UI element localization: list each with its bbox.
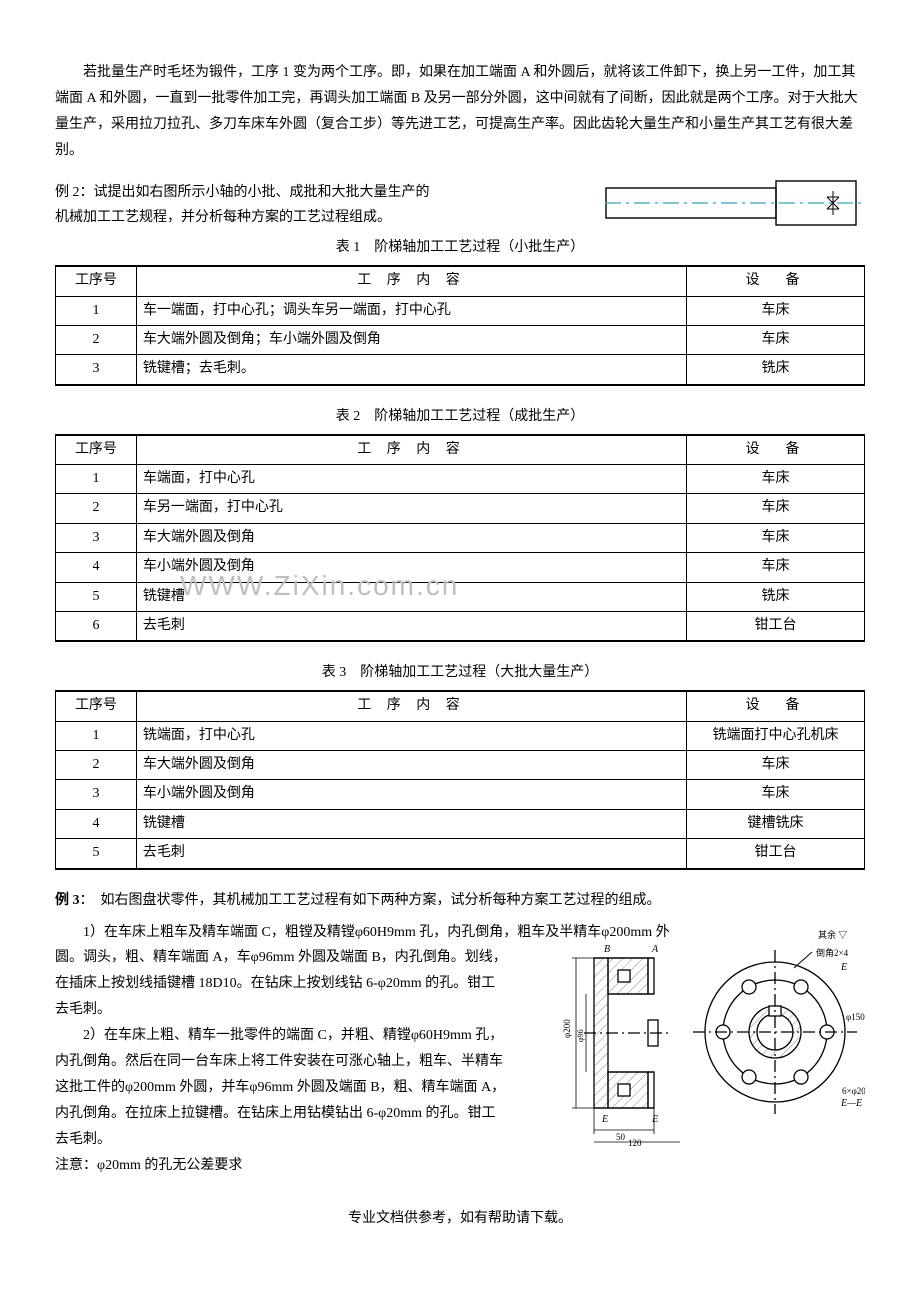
table-row: 2车大端外圆及倒角；车小端外圆及倒角车床 xyxy=(56,326,865,355)
svg-text:A: A xyxy=(651,944,659,955)
cell-content: 车大端外圆及倒角 xyxy=(136,751,686,780)
table-row: 3车小端外圆及倒角车床 xyxy=(56,780,865,809)
cell-equip: 车床 xyxy=(687,494,865,523)
table-row: 5铣键槽铣床 xyxy=(56,582,865,611)
shaft-figure xyxy=(605,180,865,226)
th-num: 工序号 xyxy=(56,266,137,296)
cell-content: 铣键槽 xyxy=(136,582,686,611)
table-row: 1铣端面，打中心孔铣端面打中心孔机床 xyxy=(56,721,865,750)
cell-num: 3 xyxy=(56,355,137,385)
cell-equip: 车床 xyxy=(687,523,865,552)
cell-num: 1 xyxy=(56,721,137,750)
table-row: 2车另一端面，打中心孔车床 xyxy=(56,494,865,523)
table-row: 1车端面，打中心孔车床 xyxy=(56,465,865,494)
cell-num: 4 xyxy=(56,553,137,582)
ex3-heading: 例 3： 如右图盘状零件，其机械加工工艺过程有如下两种方案，试分析每种方案工艺过… xyxy=(55,888,865,914)
cell-num: 6 xyxy=(56,612,137,642)
cell-equip: 钳工台 xyxy=(687,839,865,869)
cell-equip: 钳工台 xyxy=(687,612,865,642)
table-row: 5去毛刺钳工台 xyxy=(56,839,865,869)
cell-equip: 车床 xyxy=(687,326,865,355)
footer: 专业文档供参考，如有帮助请下载。 xyxy=(55,1206,865,1232)
ex3-after: ： 如右图盘状零件，其机械加工工艺过程有如下两种方案，试分析每种方案工艺过程的组… xyxy=(80,893,661,908)
cell-content: 去毛刺 xyxy=(136,612,686,642)
svg-text:φ150: φ150 xyxy=(846,1012,865,1022)
cell-num: 2 xyxy=(56,751,137,780)
cell-content: 车小端外圆及倒角 xyxy=(136,780,686,809)
table2: 工序号 工 序 内 容 设 备 1车端面，打中心孔车床2车另一端面，打中心孔车床… xyxy=(55,434,865,643)
cell-num: 4 xyxy=(56,809,137,838)
ex2-line1: 例 2：试提出如右图所示小轴的小批、成批和大批大量生产的 xyxy=(55,180,595,206)
table3: 工序号 工 序 内 容 设 备 1铣端面，打中心孔铣端面打中心孔机床2车大端外圆… xyxy=(55,690,865,869)
cell-num: 1 xyxy=(56,465,137,494)
svg-text:E: E xyxy=(601,1114,608,1125)
cell-num: 3 xyxy=(56,523,137,552)
cell-content: 车一端面，打中心孔；调头车另一端面，打中心孔 xyxy=(136,296,686,325)
cell-equip: 铣床 xyxy=(687,582,865,611)
cell-content: 车大端外圆及倒角 xyxy=(136,523,686,552)
ex3-p2: 2）在车床上粗、精车一批零件的端面 C，并粗、精镗φ60H9mm 孔，内孔倒角。… xyxy=(55,1023,509,1152)
cell-num: 5 xyxy=(56,839,137,869)
table-row: 3铣键槽；去毛刺。铣床 xyxy=(56,355,865,385)
svg-text:φ96: φ96 xyxy=(576,1029,585,1042)
th-num: 工序号 xyxy=(56,691,137,721)
th-num: 工序号 xyxy=(56,435,137,465)
cell-equip: 车床 xyxy=(687,465,865,494)
table1-caption: 表 1 阶梯轴加工工艺过程（小批生产） xyxy=(55,235,865,261)
svg-text:50: 50 xyxy=(616,1132,626,1142)
th-content: 工 序 内 容 xyxy=(136,435,686,465)
table2-caption: 表 2 阶梯轴加工工艺过程（成批生产） xyxy=(55,404,865,430)
svg-text:E: E xyxy=(651,1114,658,1125)
table3-caption: 表 3 阶梯轴加工工艺过程（大批大量生产） xyxy=(55,660,865,686)
cell-content: 车小端外圆及倒角 xyxy=(136,553,686,582)
svg-text:φ200: φ200 xyxy=(562,1018,572,1037)
cell-equip: 车床 xyxy=(687,553,865,582)
th-equip: 设 备 xyxy=(687,691,865,721)
cell-num: 2 xyxy=(56,326,137,355)
cell-content: 铣键槽；去毛刺。 xyxy=(136,355,686,385)
intro-paragraph: 若批量生产时毛坯为锻件，工序 1 变为两个工序。即，如果在加工端面 A 和外圆后… xyxy=(55,60,865,164)
cell-num: 2 xyxy=(56,494,137,523)
ex3-p1b: 圆。调头，粗、精车端面 A，车φ96mm 外圆及端面 B，内孔倒角。划线，在插床… xyxy=(55,945,509,1023)
table-row: 3车大端外圆及倒角车床 xyxy=(56,523,865,552)
cell-equip: 车床 xyxy=(687,296,865,325)
table-row: 1车一端面，打中心孔；调头车另一端面，打中心孔车床 xyxy=(56,296,865,325)
cell-content: 铣键槽 xyxy=(136,809,686,838)
svg-text:E—E: E—E xyxy=(840,1098,862,1109)
svg-text:倒角2×4: 倒角2×4 xyxy=(816,947,849,958)
cell-content: 车端面，打中心孔 xyxy=(136,465,686,494)
table1: 工序号 工 序 内 容 设 备 1车一端面，打中心孔；调头车另一端面，打中心孔车… xyxy=(55,265,865,386)
cell-num: 3 xyxy=(56,780,137,809)
svg-text:其余 ▽: 其余 ▽ xyxy=(818,929,847,940)
svg-text:B: B xyxy=(604,944,610,955)
th-content: 工 序 内 容 xyxy=(136,266,686,296)
flange-figure: φ200 φ96 B A E E 50 120 xyxy=(560,922,865,1147)
cell-content: 去毛刺 xyxy=(136,839,686,869)
ex3-note: 注意：φ20mm 的孔无公差要求 xyxy=(55,1153,509,1179)
svg-text:6×φ20: 6×φ20 xyxy=(842,1086,865,1096)
svg-text:120: 120 xyxy=(628,1138,642,1147)
th-equip: 设 备 xyxy=(687,266,865,296)
cell-content: 铣端面，打中心孔 xyxy=(136,721,686,750)
cell-content: 车另一端面，打中心孔 xyxy=(136,494,686,523)
cell-num: 5 xyxy=(56,582,137,611)
th-content: 工 序 内 容 xyxy=(136,691,686,721)
cell-equip: 车床 xyxy=(687,780,865,809)
cell-equip: 车床 xyxy=(687,751,865,780)
table-row: 4车小端外圆及倒角车床 xyxy=(56,553,865,582)
table-row: 4铣键槽键槽铣床 xyxy=(56,809,865,838)
cell-equip: 键槽铣床 xyxy=(687,809,865,838)
cell-equip: 铣端面打中心孔机床 xyxy=(687,721,865,750)
ex2-line2: 机械加工工艺规程，并分析每种方案的工艺过程组成。 xyxy=(55,205,595,231)
svg-text:E: E xyxy=(840,962,847,973)
ex3-title: 例 3 xyxy=(55,893,80,908)
table-row: 2车大端外圆及倒角车床 xyxy=(56,751,865,780)
cell-num: 1 xyxy=(56,296,137,325)
cell-content: 车大端外圆及倒角；车小端外圆及倒角 xyxy=(136,326,686,355)
th-equip: 设 备 xyxy=(687,435,865,465)
cell-equip: 铣床 xyxy=(687,355,865,385)
table-row: 6去毛刺钳工台 xyxy=(56,612,865,642)
